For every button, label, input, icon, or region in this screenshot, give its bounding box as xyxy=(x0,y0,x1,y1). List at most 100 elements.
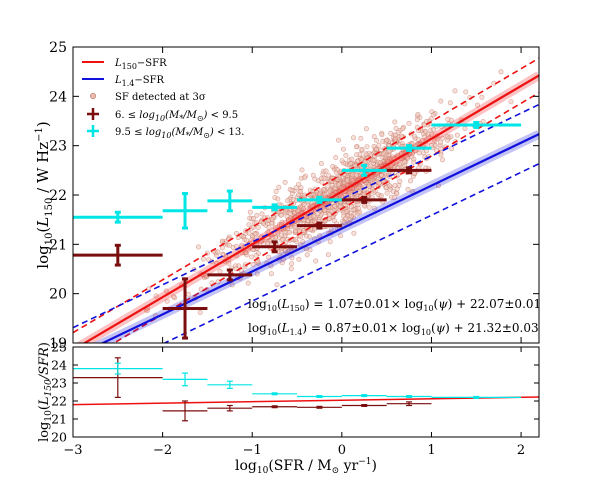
binned-point xyxy=(207,380,253,389)
scatter-point xyxy=(273,189,279,195)
scatter-point xyxy=(217,268,223,274)
scatter-point xyxy=(416,150,422,156)
scatter-point xyxy=(350,135,356,141)
scatter-point xyxy=(282,248,288,254)
scatter-point xyxy=(371,205,377,211)
scatter-point xyxy=(343,152,349,158)
scatter-point xyxy=(328,226,334,232)
scatter-point xyxy=(341,220,347,226)
scatter-point xyxy=(253,252,259,258)
scatter-point xyxy=(411,170,417,176)
scatter-point xyxy=(239,242,245,248)
relation-scatter-line xyxy=(162,163,539,343)
main-x-ticks xyxy=(72,47,522,343)
scatter-point xyxy=(350,172,356,178)
scatter-point xyxy=(278,232,284,238)
scatter-point xyxy=(245,280,251,286)
legend-entry-high-mass: 9.5 ≤ log10(M*/M⊙) < 13. xyxy=(115,127,244,140)
scatter-point xyxy=(349,156,355,162)
scatter-point xyxy=(247,209,253,215)
binned-point xyxy=(207,268,253,282)
binned-point xyxy=(162,372,208,387)
scatter-point xyxy=(289,261,295,267)
scatter-point xyxy=(454,132,460,138)
scatter-point xyxy=(327,239,333,245)
scatter-point xyxy=(334,167,340,173)
scatter-point xyxy=(397,178,403,184)
scatter-point xyxy=(415,112,421,118)
scatter-point xyxy=(381,151,387,157)
main-y-ticks: 19 20 21 22 23 24 25 xyxy=(49,40,539,352)
scatter-point xyxy=(371,143,377,149)
scatter-point xyxy=(266,254,272,260)
relation-scatter-line xyxy=(73,57,539,334)
main-y-tick-label: 25 xyxy=(49,40,67,56)
scatter-point xyxy=(250,261,256,267)
residual-y-tick-label: 24 xyxy=(51,358,67,373)
scatter-point xyxy=(254,271,260,277)
scatter-point xyxy=(353,144,359,150)
binned-point xyxy=(162,400,208,422)
scatter-point xyxy=(366,204,372,210)
x-tick-label: −3 xyxy=(63,443,82,458)
residual-y-tick-label: 25 xyxy=(51,340,67,355)
binned-point xyxy=(162,192,208,230)
scatter-point xyxy=(407,178,413,184)
scatter-point xyxy=(215,279,221,285)
scatter-point xyxy=(343,208,349,214)
annotation-l14-fit: log10(L1.4) = 0.87±0.01× log10(ψ) + 21.3… xyxy=(248,321,539,337)
scatter-point xyxy=(269,235,275,241)
scatter-point xyxy=(348,204,354,210)
scatter-point xyxy=(447,100,453,106)
scatter-point xyxy=(440,135,446,141)
scatter-point xyxy=(335,182,341,188)
scatter-point xyxy=(255,225,261,231)
scatter-point xyxy=(153,293,159,299)
scatter-point xyxy=(384,190,390,196)
binned-point xyxy=(341,163,387,177)
scatter-point xyxy=(343,215,349,221)
scatter-point xyxy=(317,233,323,239)
scatter-point xyxy=(311,226,317,232)
scatter-point xyxy=(462,126,468,132)
scatter-point xyxy=(321,187,327,193)
scatter-point xyxy=(311,214,317,220)
scatter-point xyxy=(265,240,271,246)
scatter-point xyxy=(423,129,429,135)
scatter-point xyxy=(335,137,341,143)
binned-point xyxy=(73,210,163,224)
scatter-point xyxy=(373,138,379,144)
scatter-point xyxy=(300,239,306,245)
x-tick-label: −1 xyxy=(243,443,262,458)
relation-scatter-line xyxy=(73,103,539,329)
scatter-point xyxy=(266,225,272,231)
scatter-point xyxy=(288,266,294,272)
scatter-point xyxy=(432,143,438,149)
scatter-point xyxy=(332,185,338,191)
scatter-point xyxy=(394,191,400,197)
scatter-point xyxy=(405,186,411,192)
main-y-tick-label: 22 xyxy=(49,188,67,204)
scatter-point xyxy=(164,298,170,304)
scatter-point xyxy=(312,218,318,224)
scatter-point xyxy=(278,212,284,218)
binned-point xyxy=(431,120,522,129)
scatter-point xyxy=(282,179,288,185)
scatter-point xyxy=(391,195,397,201)
relation-lines xyxy=(73,57,539,343)
scatter-point xyxy=(358,157,364,163)
scatter-point xyxy=(325,252,331,258)
x-tick-label: −2 xyxy=(153,443,172,458)
scatter-point xyxy=(315,211,321,217)
scatter-point xyxy=(474,102,480,108)
scatter-point xyxy=(438,98,444,104)
binned-point xyxy=(252,240,298,254)
x-tick-label: 0 xyxy=(338,443,346,458)
binned-point xyxy=(297,395,342,398)
scatter-point xyxy=(298,234,304,240)
residual-y-tick-label: 21 xyxy=(51,412,67,427)
residual-y-axis-label: log10(L150/SFR) xyxy=(37,342,54,442)
binned-point xyxy=(207,189,253,213)
scatter-point xyxy=(445,137,451,143)
